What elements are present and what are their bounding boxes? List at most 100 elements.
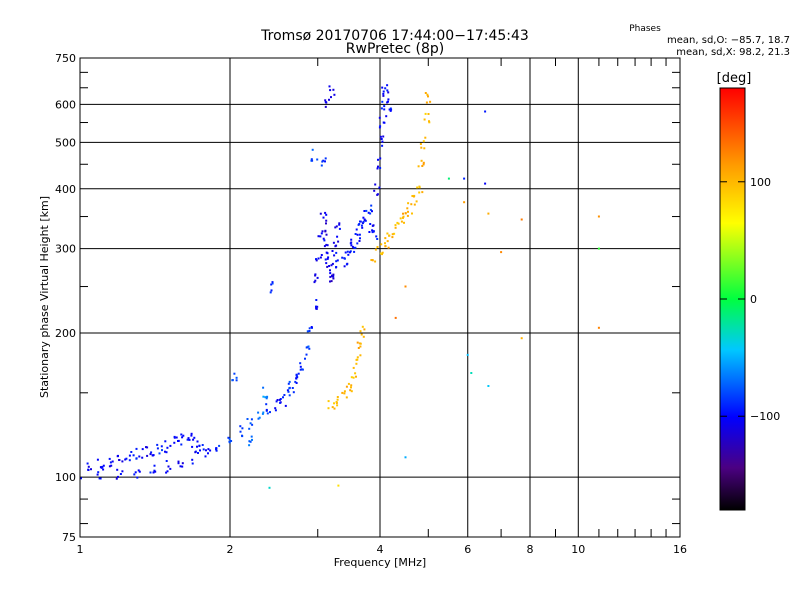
data-point bbox=[119, 473, 122, 475]
data-point bbox=[359, 237, 361, 240]
data-point bbox=[597, 326, 600, 329]
data-point bbox=[520, 218, 523, 221]
data-point bbox=[349, 389, 352, 392]
data-point bbox=[353, 246, 356, 249]
data-point bbox=[251, 438, 253, 441]
data-point bbox=[314, 274, 317, 277]
data-point bbox=[378, 186, 381, 189]
data-point bbox=[362, 216, 365, 219]
x-tick-label: 2 bbox=[227, 543, 234, 556]
data-point bbox=[235, 376, 238, 379]
data-point bbox=[380, 243, 383, 246]
data-point bbox=[350, 390, 353, 393]
x-tick-label: 10 bbox=[571, 543, 585, 556]
data-point bbox=[332, 277, 335, 280]
data-point bbox=[382, 121, 385, 124]
data-point bbox=[374, 183, 377, 186]
data-point bbox=[271, 282, 274, 285]
data-point bbox=[394, 226, 397, 229]
data-point bbox=[246, 418, 249, 420]
data-point bbox=[350, 386, 352, 389]
data-point bbox=[306, 330, 309, 333]
data-point bbox=[177, 460, 180, 463]
data-point bbox=[335, 266, 338, 268]
data-point bbox=[261, 412, 264, 415]
data-point bbox=[343, 257, 346, 260]
y-tick-label: 100 bbox=[55, 471, 76, 484]
data-point bbox=[145, 446, 147, 449]
data-point bbox=[372, 224, 375, 227]
data-point bbox=[165, 471, 168, 474]
data-point bbox=[295, 373, 298, 376]
data-point bbox=[324, 211, 327, 214]
data-point bbox=[358, 240, 361, 242]
data-point bbox=[346, 250, 349, 253]
data-point bbox=[141, 448, 144, 451]
data-point bbox=[215, 449, 218, 452]
data-point bbox=[406, 207, 409, 210]
data-point bbox=[424, 92, 427, 94]
data-point bbox=[394, 316, 397, 319]
data-point bbox=[356, 233, 359, 236]
data-point bbox=[349, 251, 351, 254]
chart-subtitle: RwPretec (8p) bbox=[346, 41, 444, 57]
data-point bbox=[385, 115, 388, 118]
data-point bbox=[350, 238, 353, 241]
data-point bbox=[365, 209, 368, 212]
data-point bbox=[329, 280, 331, 283]
data-point bbox=[380, 138, 383, 140]
data-point bbox=[380, 107, 383, 110]
data-point bbox=[295, 374, 298, 377]
data-point bbox=[181, 465, 184, 468]
data-point bbox=[332, 273, 335, 276]
data-point bbox=[379, 252, 382, 255]
data-point bbox=[384, 87, 387, 90]
phases-o-stats: mean, sd,O: −85.7, 18.7 bbox=[667, 35, 790, 46]
data-point bbox=[190, 434, 193, 437]
data-point bbox=[130, 451, 133, 453]
data-point bbox=[466, 353, 469, 356]
data-point bbox=[319, 256, 322, 259]
data-point bbox=[286, 389, 289, 392]
data-point bbox=[404, 456, 407, 459]
data-point bbox=[181, 462, 184, 465]
data-point bbox=[413, 203, 416, 206]
data-point bbox=[325, 243, 328, 246]
data-point bbox=[422, 163, 425, 166]
data-point bbox=[133, 473, 136, 476]
data-point bbox=[80, 477, 82, 480]
data-point bbox=[295, 382, 298, 384]
data-point bbox=[389, 109, 392, 112]
data-point bbox=[202, 448, 205, 451]
data-point bbox=[278, 398, 281, 401]
data-point bbox=[249, 422, 252, 425]
data-point bbox=[150, 451, 153, 454]
data-point bbox=[347, 253, 350, 256]
data-point bbox=[352, 376, 355, 379]
data-point bbox=[368, 231, 371, 233]
data-point bbox=[97, 471, 100, 474]
data-point bbox=[231, 379, 234, 382]
data-point bbox=[320, 164, 323, 167]
data-point bbox=[323, 239, 326, 242]
y-tick-label: 300 bbox=[55, 243, 76, 256]
data-point bbox=[330, 264, 333, 267]
data-point bbox=[402, 212, 404, 215]
data-point bbox=[372, 230, 375, 233]
data-point bbox=[153, 464, 156, 467]
data-point bbox=[177, 439, 180, 442]
data-point bbox=[99, 477, 102, 480]
data-point bbox=[403, 221, 405, 224]
data-point bbox=[146, 454, 149, 457]
data-point bbox=[269, 411, 271, 414]
data-point bbox=[487, 385, 490, 387]
data-point bbox=[351, 245, 354, 248]
data-point bbox=[390, 108, 393, 111]
data-point bbox=[387, 91, 390, 94]
y-tick-label: 600 bbox=[55, 98, 76, 111]
data-point bbox=[135, 447, 138, 450]
data-point bbox=[341, 391, 344, 394]
data-point bbox=[338, 227, 341, 230]
data-point bbox=[378, 116, 381, 119]
y-tick-label: 200 bbox=[55, 327, 76, 340]
